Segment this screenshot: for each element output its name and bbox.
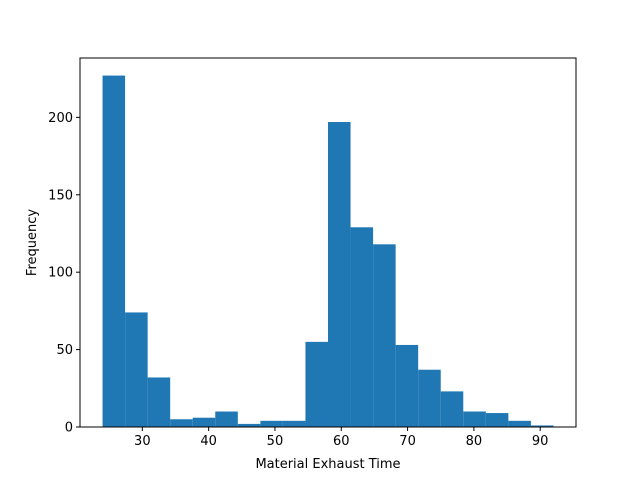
x-axis-label: Material Exhaust Time — [255, 457, 400, 472]
x-axis-ticks: 30 40 50 60 70 80 90 — [134, 427, 548, 449]
histogram-bar-4 — [192, 417, 216, 427]
histogram-bar-13 — [395, 344, 419, 427]
y-tick-label: 50 — [56, 343, 73, 358]
histogram-bar-6 — [237, 423, 261, 427]
x-tick-label: 70 — [399, 434, 416, 449]
y-tick-label: 150 — [48, 188, 73, 203]
y-tick-label: 0 — [65, 421, 73, 436]
y-tick-label: 200 — [48, 111, 73, 126]
y-axis-label: Frequency — [25, 209, 40, 276]
histogram-bar-9 — [305, 341, 328, 427]
histogram-bar-12 — [373, 244, 396, 427]
histogram-bar-19 — [530, 425, 554, 427]
histogram-bars — [102, 75, 554, 428]
y-tick-label: 100 — [48, 266, 73, 281]
histogram-bar-15 — [440, 391, 464, 427]
histogram-bar-0 — [102, 75, 126, 428]
histogram-bar-1 — [125, 312, 148, 427]
y-axis-ticks: 0 50 100 150 200 — [48, 111, 80, 436]
plot-frame — [79, 57, 577, 428]
histogram-bar-7 — [260, 420, 283, 427]
histogram-bar-17 — [485, 413, 509, 427]
histogram-bar-10 — [328, 122, 351, 427]
x-tick-label: 80 — [466, 434, 483, 449]
histogram-bar-5 — [215, 411, 238, 427]
histogram-bar-8 — [282, 420, 306, 427]
histogram-bar-18 — [508, 420, 531, 427]
histogram-bar-16 — [463, 411, 486, 427]
histogram-bar-11 — [350, 227, 374, 427]
x-tick-label: 50 — [267, 434, 284, 449]
x-tick-label: 60 — [333, 434, 350, 449]
x-tick-label: 90 — [532, 434, 549, 449]
histogram-bar-3 — [170, 419, 193, 427]
x-tick-label: 40 — [200, 434, 217, 449]
x-tick-label: 30 — [134, 434, 151, 449]
histogram-bar-14 — [418, 369, 441, 427]
histogram-bar-2 — [147, 377, 171, 427]
